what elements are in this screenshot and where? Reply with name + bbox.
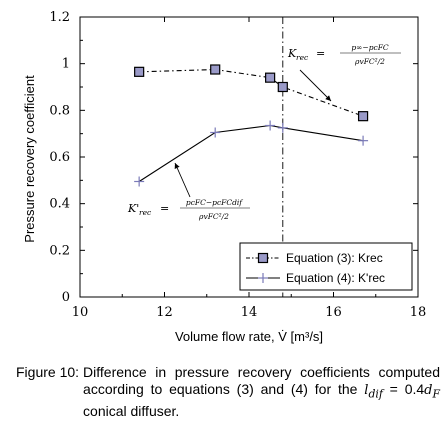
data-point-krec (134, 66, 145, 77)
y-tick-label: 1.2 (49, 10, 70, 25)
caption-line1: Difference in pressure recovery coeffici… (83, 364, 440, 397)
caption-middle: = 0.4 (382, 381, 425, 397)
y-tick-label: 0 (62, 290, 70, 305)
x-axis-label: Volume flow rate, V̇ [m³/s] (175, 329, 323, 344)
krec-prime-arrow (174, 162, 191, 198)
data-point-krec (210, 64, 221, 75)
y-tick-label: 0.2 (49, 243, 70, 258)
caption-lead: Figure 10: (16, 364, 80, 380)
krec-arrow (299, 69, 332, 102)
x-tick-label: 14 (241, 305, 258, 320)
caption-end: conical diffuser. (83, 402, 180, 419)
pressure-recovery-chart: 10 12 14 16 18 0 0.2 0.4 0.6 0.8 1 1.2 Volume flow r… (22, 10, 427, 344)
series-krec-prime (134, 120, 369, 187)
krec-prime-denominator: ρvFC²/2 (198, 212, 229, 221)
caption-var-l: ldif (364, 383, 383, 401)
krec-prime-equals: = (160, 202, 169, 215)
data-point-krec-prime (210, 127, 221, 138)
legend-box (239, 242, 413, 291)
data-point-krec (357, 111, 369, 122)
caption-var-d: dF (424, 383, 441, 401)
x-tick-label: 16 (325, 305, 342, 320)
data-point-krec-prime (358, 135, 369, 146)
legend-krec-marker (257, 252, 269, 264)
legend-krec-label: Equation (3): Krec (286, 251, 383, 265)
series-krec (134, 64, 369, 122)
krec-denominator: ρvFC²/2 (354, 57, 385, 66)
krec-equals: = (316, 47, 325, 60)
x-tick-label: 18 (410, 305, 427, 320)
series-krec-line (139, 68, 364, 117)
y-tick-label: 1 (62, 57, 70, 72)
krec-symbol: K (287, 47, 297, 60)
series-krec-prime-line (138, 124, 364, 182)
x-tick-label: 12 (156, 305, 173, 320)
y-tick-label: 0.6 (49, 150, 70, 165)
annotation-krec-prime: K' rec = pcFC−pcFCdif ρvFC²/2 (127, 162, 250, 221)
data-point-krec (277, 81, 288, 93)
y-axis-label: Pressure recovery coefficient (22, 75, 37, 243)
y-tick-label: 0.4 (49, 197, 70, 212)
krec-prime-numerator: pcFC−pcFCdif (186, 198, 243, 207)
krec-subscript: rec (296, 53, 309, 62)
krec-prime-subscript: rec (139, 208, 152, 217)
data-point-krec-prime (265, 120, 276, 131)
x-tick-label: 10 (72, 305, 89, 320)
data-point-krec (265, 72, 276, 83)
data-point-krec-prime (277, 122, 288, 133)
legend-krec-prime-label: Equation (4): K'rec (286, 271, 385, 285)
krec-numerator: p∞−pcFC (351, 43, 389, 52)
y-tick-label: 0.8 (49, 103, 70, 118)
caption-body: Difference in pressure recovery coeffici… (83, 364, 440, 420)
krec-prime-symbol: K' (127, 202, 139, 215)
figure-caption: Figure 10: Difference in pressure recove… (16, 364, 440, 420)
data-point-krec-prime (134, 176, 145, 187)
legend: Equation (3): Krec Equation (4): K'rec (239, 242, 413, 291)
